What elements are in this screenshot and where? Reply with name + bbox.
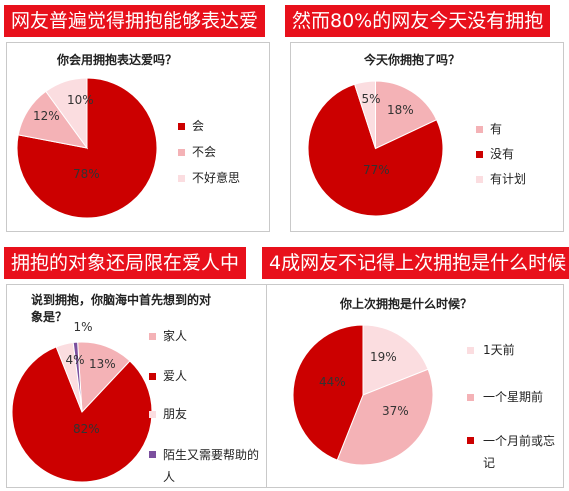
pie-slice-3 <box>354 80 376 149</box>
legend-swatch-youjihua <box>476 176 483 183</box>
chart-title: 你会用拥抱表达爱吗？ <box>57 53 178 67</box>
data-label-pengyou: 4% <box>65 353 85 367</box>
legend-item-yuqian: 一个月前或忘记 <box>483 434 556 470</box>
legend-swatch-hui <box>178 123 185 130</box>
legend-swatch-xingqiqian <box>467 394 474 401</box>
chart-panel-3: 说到拥抱，你脑海中首先想到的对象是？ 13% 82% 4% 1% 家人 爱人 朋… <box>6 284 270 488</box>
chart-title: 你上次拥抱是什么时候？ <box>340 297 473 311</box>
legend-swatch-1tianqian <box>467 347 474 354</box>
data-label-youjihua: 5% <box>361 92 381 106</box>
legend-swatch-buhui <box>178 149 185 156</box>
chart-panel-1: 你会用拥抱表达爱吗？ 78% 12% 10% 会 不会 不好意思 <box>6 42 270 232</box>
pie-chart <box>292 324 434 466</box>
pie-slice-3 <box>292 324 364 461</box>
legend-item-hui: 会 <box>192 119 205 133</box>
pie-chart <box>11 341 153 483</box>
legend-item-buhui: 不会 <box>192 145 217 159</box>
legend-swatch-yuqian <box>467 437 474 444</box>
section-heading-4: 4成网友不记得上次拥抱是什么时候 <box>262 247 569 279</box>
legend-item-airen: 爱人 <box>163 369 188 383</box>
data-label-moshengren: 1% <box>73 320 93 334</box>
chart-title: 今天你拥抱了吗？ <box>364 53 461 67</box>
chart-panel-2: 今天你拥抱了吗？ 18% 77% 5% 有 没有 有计划 <box>290 42 564 232</box>
pie-chart <box>307 80 444 217</box>
legend-swatch-airen <box>149 373 156 380</box>
chart-panel-4: 你上次拥抱是什么时候？ 19% 37% 44% 1天前 一个星期前 一个月前或忘… <box>266 284 564 488</box>
legend-item-buhaoyisi: 不好意思 <box>192 171 241 185</box>
pie-slice-4 <box>72 341 83 413</box>
data-label-you: 18% <box>387 103 414 117</box>
legend-item-youjihua: 有计划 <box>490 172 527 186</box>
pie-slice-2 <box>307 83 444 217</box>
legend-item-1tianqian: 1天前 <box>483 343 515 357</box>
chart-title: 说到拥抱，你脑海中首先想到的对象是？ <box>31 293 212 324</box>
legend-item-meiyou: 没有 <box>490 147 515 161</box>
pie-slice-2 <box>11 346 153 483</box>
legend-item-jiaren: 家人 <box>163 329 188 343</box>
legend-item-you: 有 <box>490 122 503 136</box>
section-heading-1: 网友普遍觉得拥抱能够表达爱 <box>4 5 266 37</box>
pie-slice-1 <box>375 80 438 150</box>
legend-swatch-pengyou <box>149 411 156 418</box>
legend-swatch-you <box>476 126 483 133</box>
pie-slice-1 <box>362 324 429 396</box>
legend-item-moshengren: 陌生又需要帮助的人 <box>163 448 260 484</box>
data-label-buhaoyisi: 10% <box>67 93 94 107</box>
data-label-jiaren: 13% <box>89 357 116 371</box>
pie-slice-3 <box>45 77 88 150</box>
section-heading-3: 拥抱的对象还局限在爱人中 <box>4 247 247 279</box>
legend-swatch-buhaoyisi <box>178 175 185 182</box>
data-label-airen: 82% <box>73 422 100 436</box>
legend-swatch-meiyou <box>476 151 483 158</box>
legend-item-pengyou: 朋友 <box>163 407 188 421</box>
pie-chart <box>16 77 158 219</box>
data-label-yuqian: 44% <box>319 375 346 389</box>
data-label-1tianqian: 19% <box>370 350 397 364</box>
data-label-buhui: 12% <box>33 109 60 123</box>
legend-swatch-moshengren <box>149 451 156 458</box>
pie-slice-1 <box>77 341 131 414</box>
pie-slice-2 <box>336 368 434 466</box>
data-label-meiyou: 77% <box>363 163 390 177</box>
data-label-hui: 78% <box>73 167 100 181</box>
legend-item-xingqiqian: 一个星期前 <box>483 390 544 404</box>
legend-swatch-jiaren <box>149 333 156 340</box>
section-heading-2: 然而80%的网友今天没有拥抱 <box>285 5 551 37</box>
data-label-xingqiqian: 37% <box>382 404 409 418</box>
